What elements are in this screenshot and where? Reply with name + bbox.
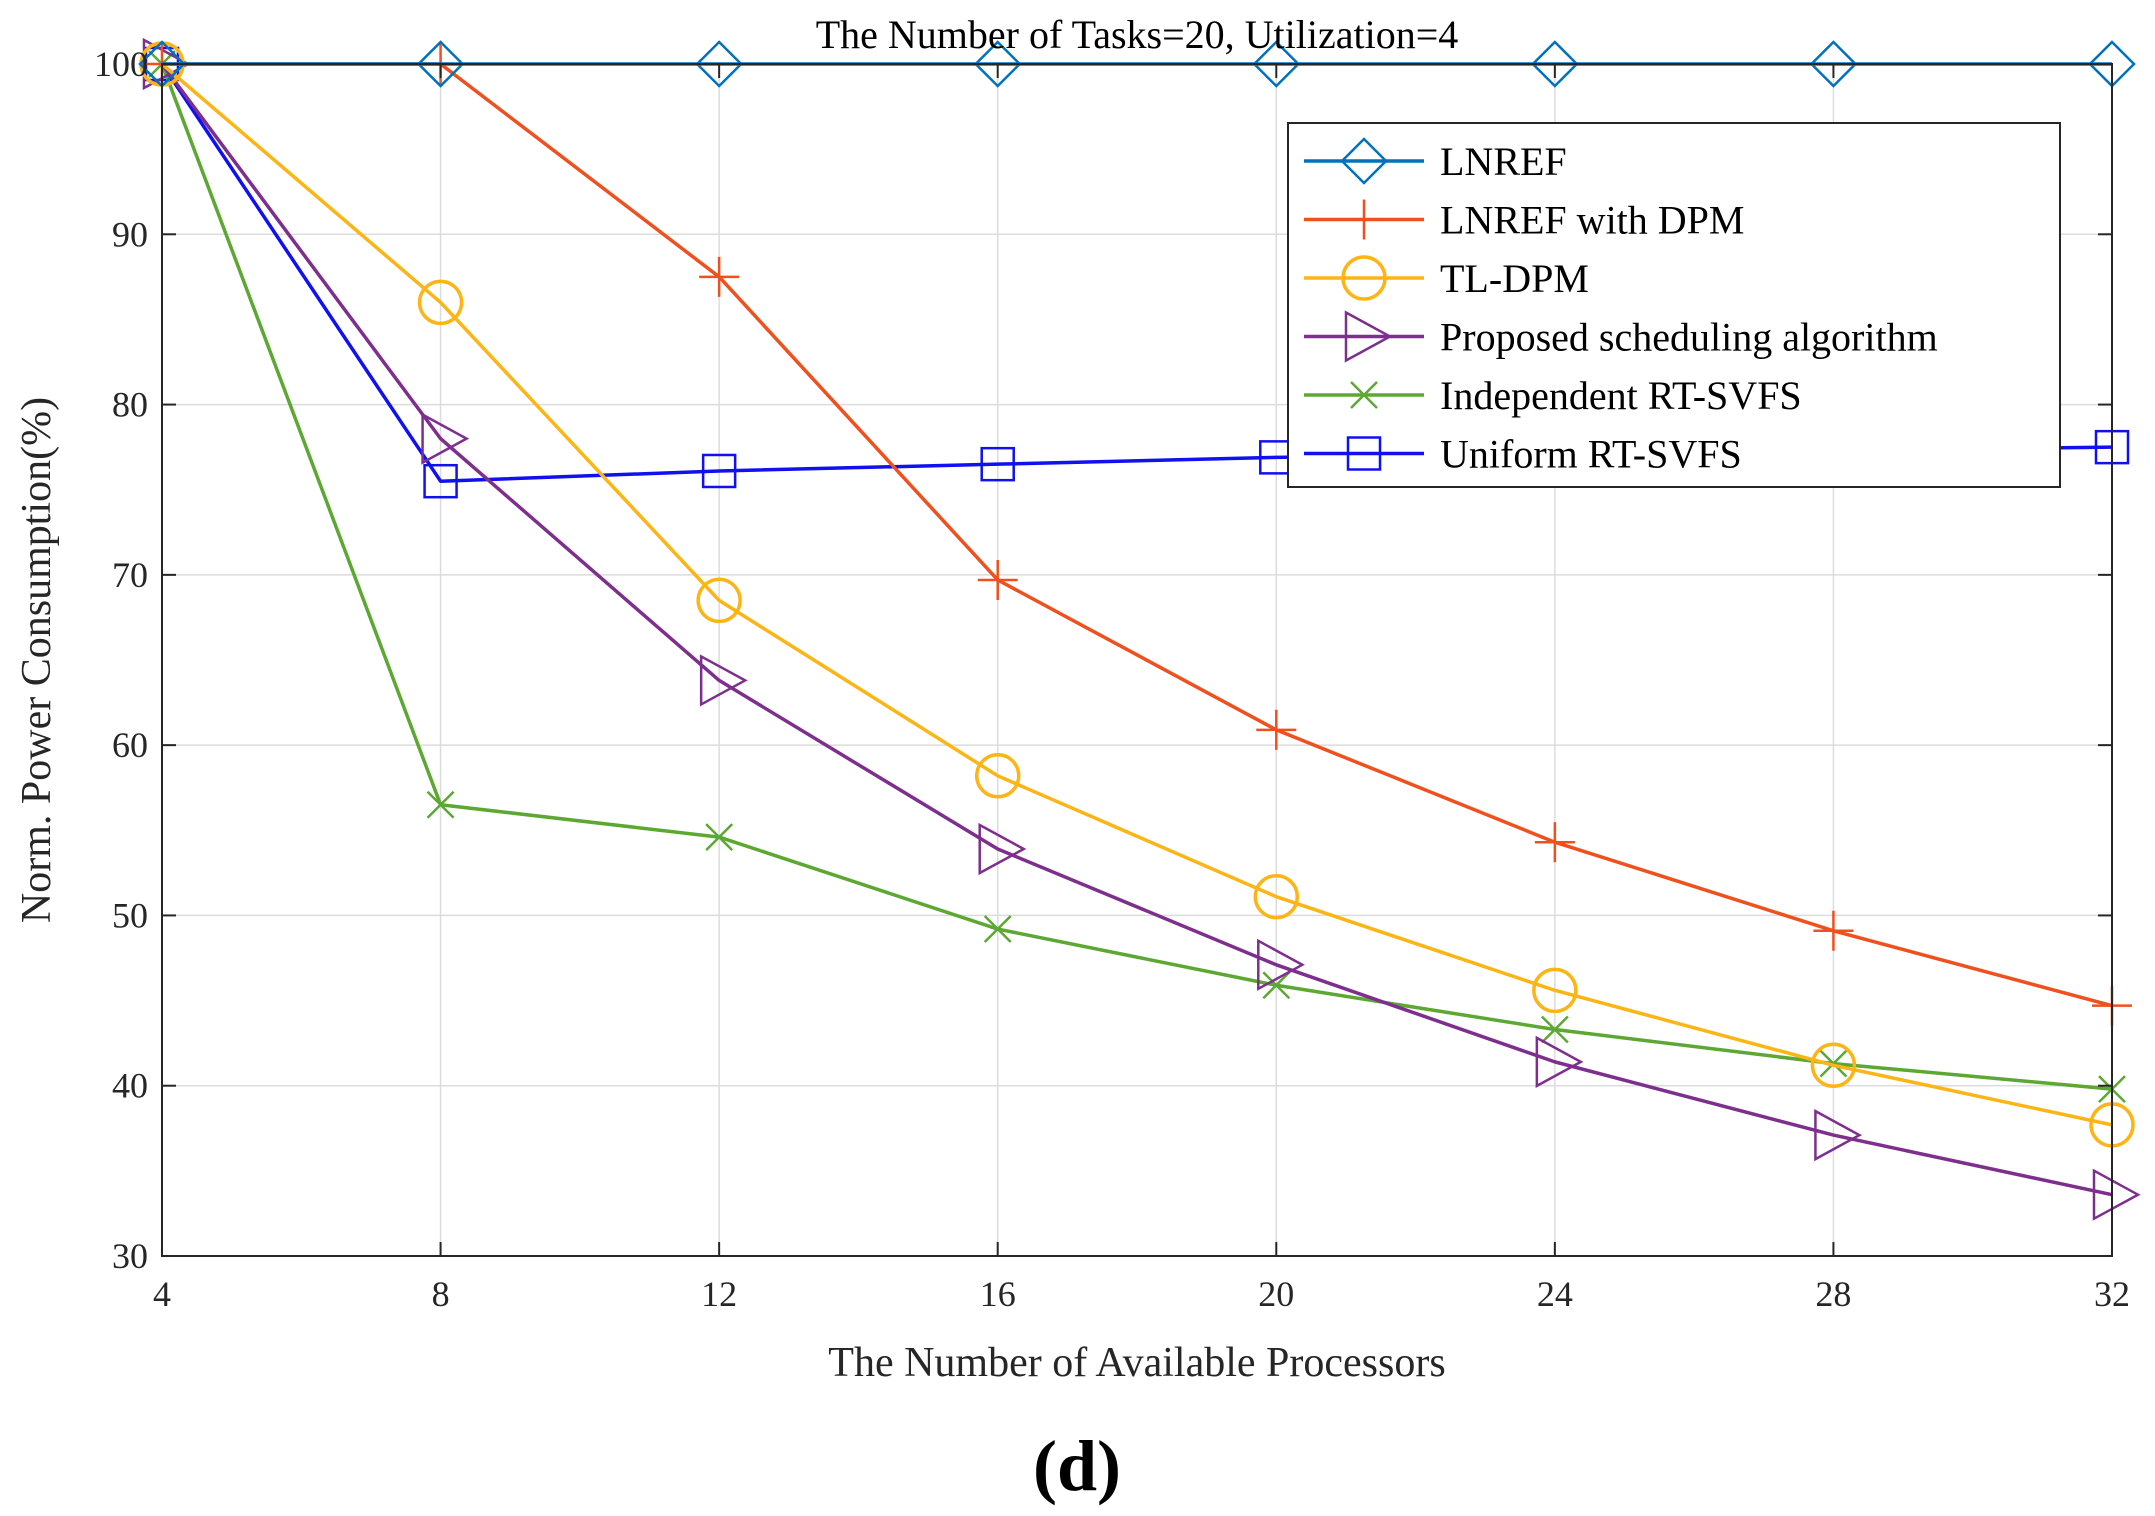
legend-item: Uniform RT-SVFS	[1304, 432, 1742, 477]
legend-marker	[1344, 199, 1384, 240]
y-tick-label: 70	[112, 555, 148, 595]
data-point-proposed-scheduling-algorithm	[1257, 938, 1305, 991]
data-point-uniform-rt-svfs	[980, 446, 1015, 482]
panel-label: (d)	[1033, 1426, 1121, 1506]
x-axis-title: The Number of Available Processors	[828, 1340, 1445, 1386]
legend-item: TL-DPM	[1304, 255, 1589, 301]
legend-item: Independent RT-SVFS	[1304, 373, 1802, 418]
legend-label: LNREF	[1440, 139, 1567, 184]
data-point-lnref	[973, 40, 1022, 88]
legend-box	[1287, 122, 2061, 488]
ticks: 4 8 12 16 20 24 28 32 30 40 50 60 70 80 90 100	[94, 44, 2130, 1314]
data-point-proposed-scheduling-algorithm	[699, 654, 748, 707]
chart-title: The Number of Tasks=20, Utilization=4	[816, 12, 1459, 57]
series-proposed-scheduling-algorithm	[142, 37, 2141, 1221]
legend-marker	[1341, 255, 1387, 301]
legend-item: Proposed scheduling algorithm	[1304, 310, 1938, 363]
data-point-independent-rt-svfs	[1540, 1015, 1569, 1044]
data-point-lnref	[1252, 40, 1301, 88]
data-point-lnref-with-dpm	[977, 559, 1018, 600]
legend-label: TL-DPM	[1440, 256, 1589, 301]
data-point-tl-dpm	[1532, 967, 1578, 1014]
legend-label: Uniform RT-SVFS	[1440, 432, 1742, 477]
legend-marker	[1344, 310, 1393, 363]
legend-marker	[1346, 436, 1382, 471]
data-point-proposed-scheduling-algorithm	[421, 412, 470, 465]
y-tick-label: 50	[112, 895, 148, 935]
y-axis-title: Norm. Power Consumption(%)	[14, 397, 60, 923]
data-point-lnref-with-dpm	[1256, 709, 1297, 750]
series-independent-rt-svfs	[148, 50, 2126, 1104]
data-point-proposed-scheduling-algorithm	[2092, 1168, 2141, 1221]
plot-frame	[161, 63, 2113, 1257]
data-point-tl-dpm	[1253, 873, 1300, 920]
legend-marker	[1340, 137, 1388, 185]
legend-label: Proposed scheduling algorithm	[1440, 315, 1938, 360]
x-tick-label: 4	[153, 1274, 171, 1314]
y-tick-label: 90	[112, 214, 148, 254]
y-tick-label: 80	[112, 385, 148, 425]
legend-item: LNREF with DPM	[1304, 198, 1745, 243]
y-tick-label: 60	[112, 725, 148, 765]
data-point-independent-rt-svfs	[1262, 971, 1291, 1000]
data-point-lnref-with-dpm	[1534, 822, 1575, 863]
data-point-tl-dpm	[696, 577, 742, 624]
data-point-uniform-rt-svfs	[701, 453, 737, 489]
data-point-independent-rt-svfs	[426, 790, 455, 819]
series-line-proposed-scheduling-algorithm	[160, 62, 2113, 1197]
data-point-lnref-with-dpm	[1813, 910, 1854, 951]
legend-item: LNREF	[1304, 137, 1567, 185]
x-tick-label: 16	[980, 1274, 1016, 1314]
data-point-uniform-rt-svfs	[423, 463, 458, 499]
series-line-independent-rt-svfs	[160, 63, 2113, 1091]
y-tick-label: 40	[112, 1066, 148, 1106]
data-point-proposed-scheduling-algorithm	[1535, 1035, 1584, 1088]
series-line-tl-dpm	[160, 62, 2113, 1127]
legend: LNREF LNREF with DPM TL-DPM Proposed schedu…	[1287, 122, 2061, 488]
x-tick-label: 8	[432, 1274, 450, 1314]
x-tick-label: 32	[2094, 1274, 2130, 1314]
series-line-lnref-with-dpm	[162, 62, 2113, 1008]
data-point-proposed-scheduling-algorithm	[978, 822, 1027, 876]
data-point-lnref	[416, 40, 465, 88]
data-point-independent-rt-svfs	[705, 823, 734, 851]
data-point-lnref	[695, 40, 743, 88]
data-point-lnref	[1809, 40, 1858, 88]
legend-label: LNREF with DPM	[1440, 198, 1745, 243]
y-tick-label: 100	[94, 44, 148, 84]
data-point-independent-rt-svfs	[983, 915, 1012, 943]
y-tick-label: 30	[112, 1236, 148, 1276]
x-tick-label: 20	[1258, 1274, 1294, 1314]
data-point-proposed-scheduling-algorithm	[1814, 1108, 1863, 1162]
data-point-tl-dpm	[417, 279, 464, 326]
legend-marker	[1350, 381, 1378, 409]
x-tick-label: 28	[1815, 1274, 1851, 1314]
data-point-lnref-with-dpm	[699, 256, 740, 297]
data-point-tl-dpm	[1810, 1042, 1857, 1089]
legend-label: Independent RT-SVFS	[1440, 373, 1802, 418]
x-tick-label: 12	[701, 1274, 737, 1314]
x-tick-label: 24	[1537, 1274, 1573, 1314]
data-point-tl-dpm	[974, 753, 1021, 799]
data-point-lnref	[1531, 40, 1579, 88]
